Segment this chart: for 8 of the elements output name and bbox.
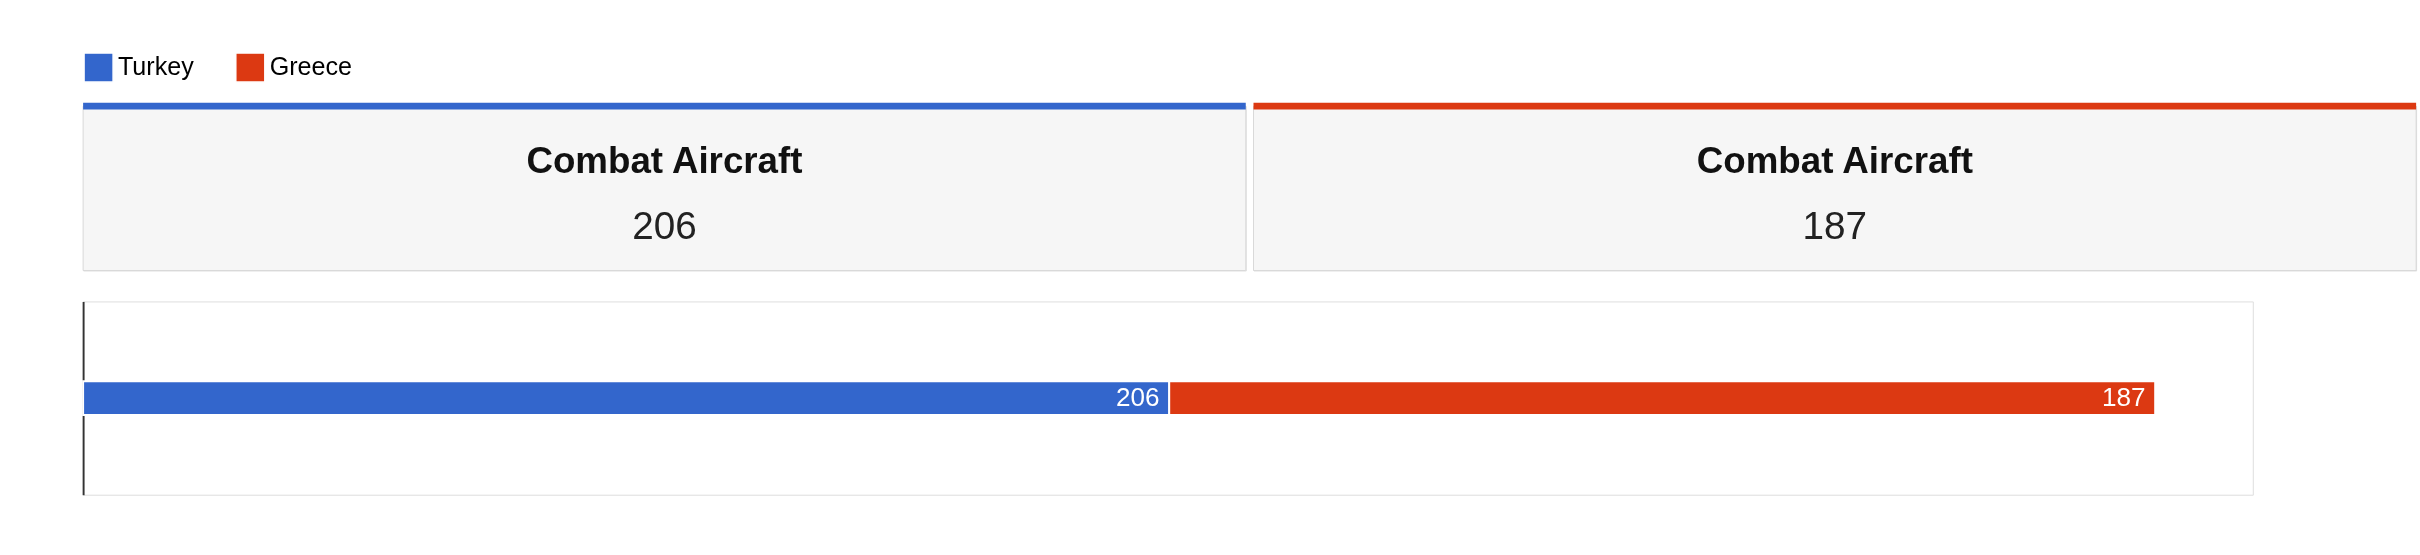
legend-label: Turkey [117,52,195,81]
legend-label: Greece [269,52,352,81]
data-label: 206 [1116,381,1160,412]
text: Combat Aircraft [526,139,803,181]
text: 206 [632,203,697,247]
data-label: 187 [2101,381,2146,412]
text: 187 [1802,203,1868,247]
text: Combat Aircraft [1696,139,1973,181]
